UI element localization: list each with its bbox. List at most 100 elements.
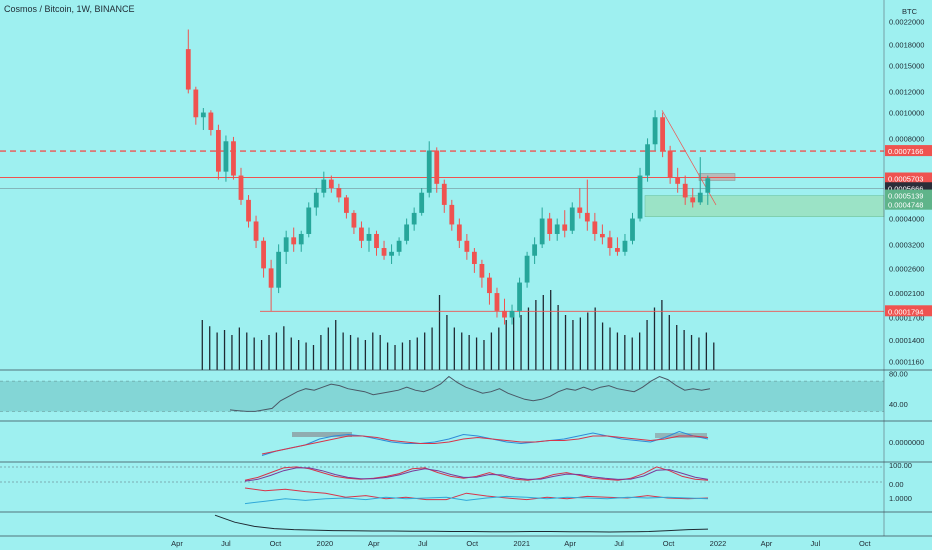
resistance2-price-label-bg [885,172,932,184]
candle-body [246,199,251,222]
candle-body [660,117,666,151]
candle-body [231,141,236,176]
candle-body [185,49,191,90]
stoch-series-1 [244,467,709,482]
candle-body [630,218,635,241]
candle-body [456,224,462,241]
zone-bottom-price-label: 0.0004748 [888,201,923,210]
time-tick-label: Oct [859,539,872,548]
time-tick-label: Apr [171,539,183,548]
price-tick-label: 0.0022000 [889,17,924,26]
price-tick-label: 0.0012000 [889,87,924,96]
candle-body [479,264,485,278]
price-tick-label: 0.0004000 [889,215,924,224]
candle-body [223,141,229,172]
candle-body [539,218,545,245]
time-tick-label: Jul [811,539,821,548]
candle-body [487,277,492,294]
candle-body [509,310,515,318]
macd-series-1 [261,435,709,455]
time-tick-label: Oct [466,539,479,548]
support-price-label: 0.0001794 [888,307,923,316]
candlesticks [185,29,711,325]
candle-body [374,233,379,249]
candle-body [298,233,304,245]
candle-body [682,183,688,198]
zone-top-price-label: 0.0005139 [888,192,923,201]
candle-body [584,212,590,222]
candle-body [464,240,470,252]
candle-body [554,224,560,234]
ratio-series-1 [244,495,709,505]
time-tick-label: Apr [368,539,380,548]
time-tick-label: 2021 [513,539,530,548]
time-tick-label: 2020 [317,539,334,548]
candle-body [268,268,274,288]
currency-label: BTC [902,7,918,16]
candle-body [321,179,327,193]
zone-top-price-label-bg [885,189,932,201]
candle-body [276,251,282,288]
price-tick-label: 0.0008000 [889,134,924,143]
candle-body [547,218,553,234]
candle-body [645,144,650,176]
candle-body [261,240,266,269]
time-tick-label: Oct [663,539,676,548]
indicator-panels [0,375,884,533]
candle-body [351,212,357,228]
candle-body [193,89,199,118]
candle-body [705,178,711,193]
candle-body [208,112,214,130]
price-tick-label: 0.0001400 [889,336,924,345]
candle-body [607,237,613,249]
macd-histogram-block [292,432,352,437]
candle-body [389,251,394,256]
time-tick-label: Apr [761,539,773,548]
rsi-tick-label: 40.00 [889,400,908,409]
candle-body [396,240,402,252]
macd-series-0 [261,430,709,456]
candle-body [690,197,696,203]
candle-body [411,212,417,225]
rsi-band [0,381,884,412]
candle-body [283,237,289,252]
candle-body [306,207,312,234]
candle-body [449,204,455,225]
candle-body [569,207,575,231]
candle-body [577,207,583,213]
candle-body [426,150,432,193]
price-tick-label: 0.0018000 [889,41,924,50]
chart-title: Cosmos / Bitcoin, 1W, BINANCE [4,4,135,14]
zone-bottom-price-label-bg [885,198,932,210]
ratio-tick-label: 1.0000 [889,494,912,503]
price-tick-label: 0.0010000 [889,109,924,118]
candle-body [637,175,643,219]
candle-body [697,192,703,203]
candle-body [291,237,297,245]
stoch-tick-label: 100.00 [889,461,912,470]
time-tick-label: Oct [270,539,283,548]
candle-body [517,282,522,311]
candle-body [675,177,681,184]
time-tick-label: Apr [564,539,576,548]
candle-body [404,224,410,241]
candle-body [419,192,425,213]
price-tick-label: 0.0001160 [889,358,924,367]
resistance-price-label: 0.0007166 [888,147,923,156]
support-zone [644,195,885,218]
volume-bars [201,290,715,370]
candle-body [434,150,440,184]
time-tick-label: Jul [614,539,624,548]
candle-body [381,248,387,256]
resistance-price-label-bg [885,145,932,157]
candle-body [216,129,221,172]
time-tick-label: Jul [418,539,428,548]
price-tick-label: 0.0015000 [889,62,924,71]
candle-body [562,224,568,231]
candle-body [200,112,206,118]
projection-box [698,173,736,181]
candle-body [652,117,658,145]
